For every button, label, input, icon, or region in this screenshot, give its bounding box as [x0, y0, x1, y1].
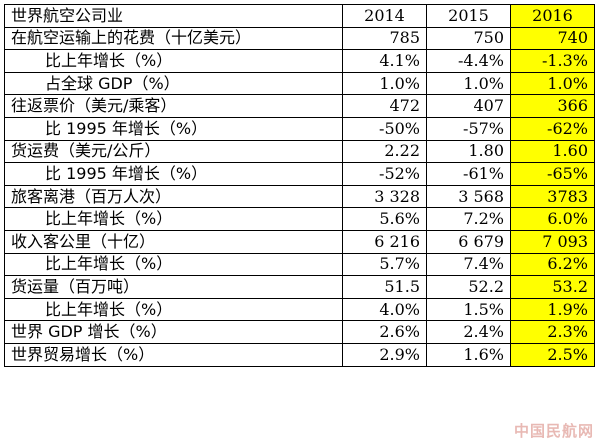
value-cell-2015: 1.5% [426, 297, 511, 322]
table-row: 往返票价（美元/乘客） 472 407 366 [4, 94, 595, 118]
table-row: 比上年增长（%） 5.7% 7.4% 6.2% [4, 252, 595, 277]
table-row: 货运费（美元/公斤） 2.22 1.80 1.60 [4, 139, 595, 164]
value-cell-2015: -4.4% [426, 49, 511, 73]
row-label: 比上年增长（%） [4, 297, 343, 322]
value-cell-2014: 2.6% [342, 320, 427, 344]
value-cell-2015: 750 [426, 26, 511, 51]
value-cell-2016: 1.9% [510, 297, 595, 322]
value-cell-2016: -62% [510, 116, 595, 141]
table-row: 比 1995 年增长（%） -50% -57% -62% [4, 116, 595, 141]
value-cell-2016: -1.3% [510, 49, 595, 73]
column-header-2015: 2015 [426, 4, 511, 28]
column-header-2014: 2014 [342, 4, 427, 28]
column-header-2016: 2016 [510, 4, 595, 28]
value-cell-2015: 52.2 [426, 275, 511, 299]
value-cell-2016: 740 [510, 26, 595, 51]
row-label: 旅客离港（百万人次） [4, 184, 343, 209]
row-label: 世界贸易增长（%） [4, 342, 343, 367]
value-cell-2016: -65% [510, 162, 595, 186]
table-row: 比上年增长（%） 4.0% 1.5% 1.9% [4, 297, 595, 322]
table-row: 比上年增长（%） 5.6% 7.2% 6.0% [4, 207, 595, 231]
table-row: 占全球 GDP（%） 1.0% 1.0% 1.0% [4, 71, 595, 96]
row-label: 世界 GDP 增长（%） [4, 320, 343, 344]
value-cell-2015: 7.4% [426, 252, 511, 277]
row-label: 在航空运输上的花费（十亿美元） [4, 26, 343, 51]
value-cell-2015: 2.4% [426, 320, 511, 344]
table-row: 旅客离港（百万人次） 3 328 3 568 3783 [4, 184, 595, 209]
table-row: 比上年增长（%） 4.1% -4.4% -1.3% [4, 49, 595, 73]
value-cell-2014: 2.22 [342, 139, 427, 164]
row-label: 货运费（美元/公斤） [4, 139, 343, 164]
value-cell-2016: 7 093 [510, 229, 595, 254]
table-row: 世界贸易增长（%） 2.9% 1.6% 2.5% [4, 342, 595, 367]
value-cell-2015: 1.80 [426, 139, 511, 164]
value-cell-2014: 472 [342, 94, 427, 118]
value-cell-2016: 2.5% [510, 342, 595, 367]
value-cell-2014: 2.9% [342, 342, 427, 367]
value-cell-2014: -50% [342, 116, 427, 141]
row-label: 收入客公里（十亿） [4, 229, 343, 254]
value-cell-2014: 4.0% [342, 297, 427, 322]
value-cell-2016: 2.3% [510, 320, 595, 344]
airline-industry-table: 世界航空公司业 2014 2015 2016 在航空运输上的花费（十亿美元） 78… [4, 4, 595, 367]
row-label: 比上年增长（%） [4, 207, 343, 231]
table-row: 收入客公里（十亿） 6 216 6 679 7 093 [4, 229, 595, 254]
value-cell-2014: -52% [342, 162, 427, 186]
row-label: 比 1995 年增长（%） [4, 116, 343, 141]
table-header-row: 世界航空公司业 2014 2015 2016 [4, 4, 595, 28]
row-label: 比上年增长（%） [4, 252, 343, 277]
value-cell-2016: 366 [510, 94, 595, 118]
value-cell-2014: 785 [342, 26, 427, 51]
value-cell-2014: 3 328 [342, 184, 427, 209]
value-cell-2014: 5.6% [342, 207, 427, 231]
table-row: 在航空运输上的花费（十亿美元） 785 750 740 [4, 26, 595, 51]
table-body: 在航空运输上的花费（十亿美元） 785 750 740 比上年增长（%） 4.1% -4.4… [4, 26, 595, 367]
table-row: 比 1995 年增长（%） -52% -61% -65% [4, 162, 595, 186]
row-label: 比上年增长（%） [4, 49, 343, 73]
row-label: 往返票价（美元/乘客） [4, 94, 343, 118]
value-cell-2014: 51.5 [342, 275, 427, 299]
value-cell-2015: -61% [426, 162, 511, 186]
value-cell-2016: 6.2% [510, 252, 595, 277]
value-cell-2015: 1.6% [426, 342, 511, 367]
value-cell-2016: 1.60 [510, 139, 595, 164]
value-cell-2015: 7.2% [426, 207, 511, 231]
row-label: 占全球 GDP（%） [4, 71, 343, 96]
value-cell-2015: 6 679 [426, 229, 511, 254]
value-cell-2016: 6.0% [510, 207, 595, 231]
airline-industry-table-container: 世界航空公司业 2014 2015 2016 在航空运输上的花费（十亿美元） 78… [4, 4, 595, 367]
table-row: 货运量（百万吨） 51.5 52.2 53.2 [4, 275, 595, 299]
value-cell-2015: -57% [426, 116, 511, 141]
value-cell-2014: 4.1% [342, 49, 427, 73]
value-cell-2016: 1.0% [510, 71, 595, 96]
value-cell-2015: 1.0% [426, 71, 511, 96]
row-label: 货运量（百万吨） [4, 275, 343, 299]
row-label: 比 1995 年增长（%） [4, 162, 343, 186]
table-row: 世界 GDP 增长（%） 2.6% 2.4% 2.3% [4, 320, 595, 344]
value-cell-2014: 1.0% [342, 71, 427, 96]
value-cell-2015: 3 568 [426, 184, 511, 209]
value-cell-2016: 53.2 [510, 275, 595, 299]
value-cell-2016: 3783 [510, 184, 595, 209]
value-cell-2015: 407 [426, 94, 511, 118]
value-cell-2014: 5.7% [342, 252, 427, 277]
watermark-logo: 中国民航网 [513, 422, 594, 440]
table-title: 世界航空公司业 [4, 4, 343, 28]
value-cell-2014: 6 216 [342, 229, 427, 254]
